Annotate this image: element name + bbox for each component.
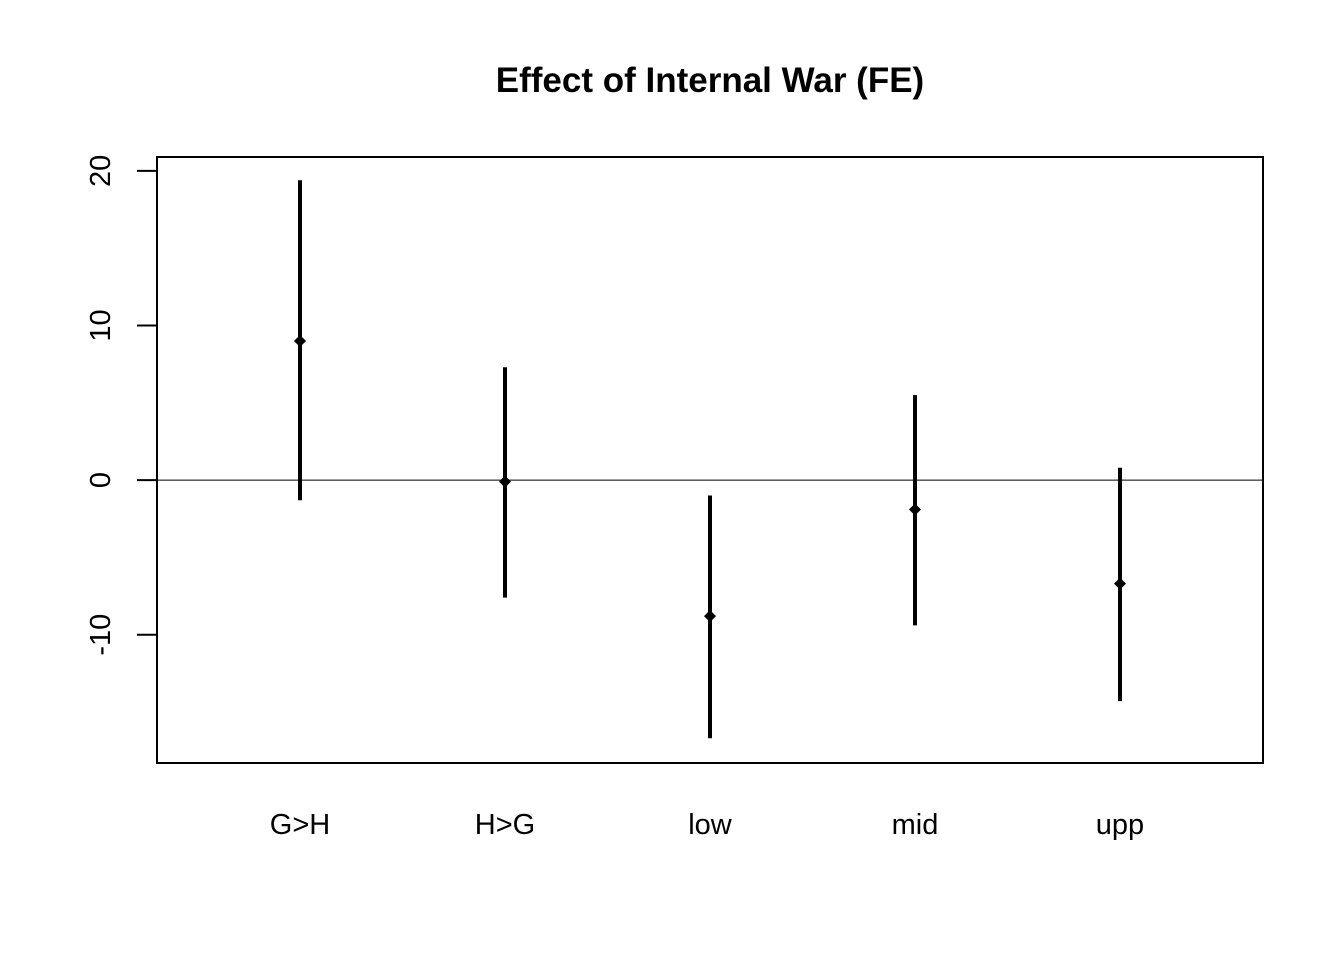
chart-title: Effect of Internal War (FE) — [496, 61, 924, 100]
x-category-label: mid — [892, 809, 939, 841]
x-category-label: G>H — [270, 809, 330, 841]
y-tick-label: 0 — [85, 472, 117, 488]
x-category-label: low — [688, 809, 733, 841]
y-tick-label: 10 — [85, 309, 117, 341]
y-tick-label: -10 — [85, 614, 117, 656]
x-axis-labels: G>H H>G low mid upp — [270, 809, 1144, 841]
x-category-label: upp — [1096, 809, 1144, 841]
error-bars — [294, 180, 1126, 739]
point-estimate — [499, 475, 511, 488]
point-estimate — [909, 503, 921, 516]
point-estimate — [704, 610, 716, 623]
x-category-label: H>G — [475, 809, 535, 841]
y-tick-label: 20 — [85, 155, 117, 187]
point-estimate — [294, 334, 306, 347]
point-estimate — [1114, 577, 1126, 590]
y-axis: 20 10 0 -10 — [85, 155, 158, 656]
